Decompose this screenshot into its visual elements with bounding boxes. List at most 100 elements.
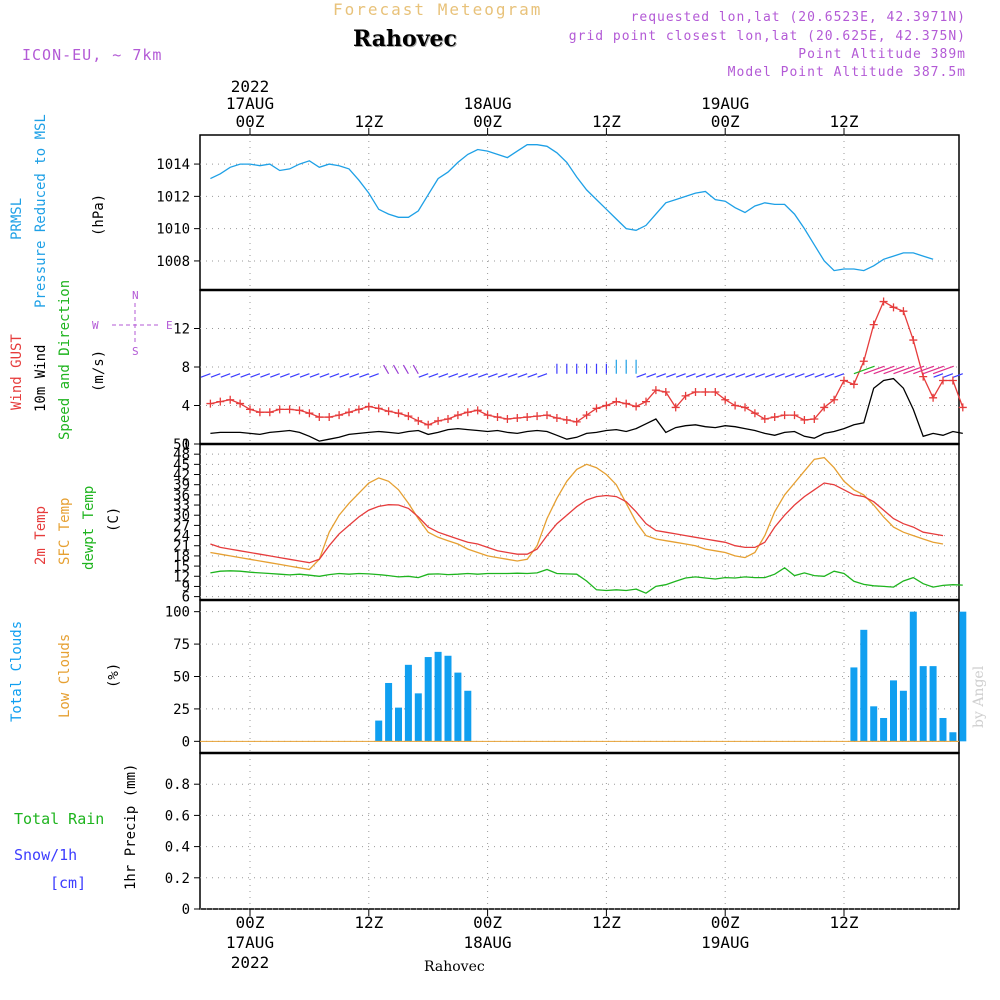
wind-gust-point bbox=[899, 307, 908, 316]
wind-direction-arrow bbox=[853, 365, 875, 375]
wind-direction-arrow bbox=[412, 364, 419, 375]
cloud-bar bbox=[929, 666, 937, 742]
wind-gust-point bbox=[335, 411, 344, 420]
wind-gust-point bbox=[473, 406, 482, 415]
wind-gust-point bbox=[424, 420, 433, 429]
wind-direction-arrow bbox=[349, 373, 360, 378]
wind-direction-arrow bbox=[765, 373, 775, 378]
wind-direction-arrow bbox=[289, 373, 300, 378]
model-point-altitude: Model Point Altitude 387.5m bbox=[727, 65, 966, 80]
sfc-temp-line bbox=[210, 456, 944, 571]
wind-direction-arrow bbox=[220, 373, 231, 378]
y-tick-label: 0 bbox=[182, 437, 190, 453]
wind-gust-point bbox=[642, 397, 650, 406]
model-label: ICON-EU, ~ 7km bbox=[22, 46, 163, 64]
y-tick-label: 9 bbox=[182, 579, 190, 595]
precip-snow-unit: [cm] bbox=[50, 874, 87, 892]
y-tick-label: 4 bbox=[182, 399, 190, 415]
wind-gust-point bbox=[255, 408, 264, 417]
wind-gust-point bbox=[305, 409, 314, 418]
y-tick-label: 1010 bbox=[156, 222, 190, 238]
y-tick-label: 39 bbox=[173, 478, 190, 494]
y-tick-label: 0.8 bbox=[165, 777, 190, 793]
bottom-time-label: 12Z bbox=[830, 913, 859, 932]
wind-gust-point bbox=[770, 413, 779, 422]
wind-gust-point bbox=[691, 388, 700, 397]
wind-gust-point bbox=[632, 402, 641, 411]
wind-direction-arrow bbox=[299, 373, 310, 378]
wind-gust-point bbox=[820, 403, 829, 412]
wind-gust-point bbox=[384, 407, 393, 416]
wind-direction-arrow bbox=[487, 373, 498, 378]
y-tick-label: 25 bbox=[173, 702, 190, 718]
wind-direction-arrow bbox=[913, 365, 935, 375]
wind-direction-arrow bbox=[784, 373, 795, 378]
pressure-line bbox=[210, 144, 934, 272]
wind-direction-arrow bbox=[666, 373, 676, 378]
wind-gust-point bbox=[374, 404, 383, 413]
wind-direction-arrow bbox=[200, 373, 211, 378]
dewpt-temp-line bbox=[210, 567, 963, 594]
cloud-bar bbox=[860, 629, 868, 742]
wind-direction-arrow bbox=[230, 373, 241, 378]
wind-direction-arrow bbox=[369, 373, 379, 378]
precip-snow-label: Snow/1h bbox=[14, 846, 78, 864]
wind-gust-point bbox=[810, 414, 819, 423]
wind-gust-point bbox=[790, 411, 799, 420]
y-tick-label: 33 bbox=[173, 498, 190, 514]
chart-title: Rahovec bbox=[353, 26, 457, 52]
panel-frame bbox=[199, 134, 960, 291]
panel-frame bbox=[199, 752, 960, 910]
cloud-bar bbox=[424, 657, 432, 742]
wind-direction-arrow bbox=[383, 364, 390, 375]
bottom-time-label: 00Z bbox=[236, 913, 265, 932]
wind-direction-arrow bbox=[392, 364, 400, 375]
wind-direction-arrow bbox=[705, 373, 716, 378]
chart-subtitle: Forecast Meteogram bbox=[333, 0, 543, 19]
wind-gust-point bbox=[958, 403, 967, 412]
wind-direction-arrow bbox=[814, 373, 825, 378]
wind-gust-point bbox=[513, 414, 522, 423]
cloud-bar bbox=[464, 690, 472, 742]
wind-gust-point bbox=[701, 388, 710, 397]
wind-gust-point bbox=[859, 357, 868, 366]
wind-gust-point bbox=[741, 403, 749, 412]
bottom-time-label: 19AUG bbox=[701, 933, 749, 952]
compass-s: S bbox=[132, 345, 139, 358]
y-tick-label: 30 bbox=[173, 508, 190, 524]
wind-gust-point bbox=[830, 395, 839, 404]
cloud-bar bbox=[899, 690, 907, 742]
top-time-label: 12Z bbox=[354, 112, 383, 131]
wind-gust-point bbox=[444, 414, 452, 423]
wind-gust-point bbox=[552, 414, 561, 423]
wind-gust-point bbox=[671, 403, 680, 412]
y-tick-label: 21 bbox=[173, 539, 190, 555]
y-tick-label: 0 bbox=[182, 902, 190, 918]
wind-gust-point bbox=[345, 408, 353, 417]
y-tick-label: 75 bbox=[173, 637, 190, 653]
wind-direction-arrow bbox=[903, 365, 925, 375]
wind-gust-point bbox=[661, 388, 670, 397]
wind-gust-point bbox=[909, 336, 918, 345]
wind-gust-point bbox=[562, 415, 571, 424]
wind-direction-arrow bbox=[537, 373, 548, 378]
cloud-bar bbox=[870, 706, 878, 742]
wind-gust-point bbox=[295, 406, 304, 415]
wind-direction-arrow bbox=[260, 373, 271, 378]
bottom-time-label: 17AUG bbox=[226, 933, 274, 952]
wind-gust-point bbox=[503, 414, 512, 423]
wind-gust-point bbox=[939, 376, 947, 385]
wind-gust-point bbox=[394, 409, 403, 418]
wind-direction-arrow bbox=[448, 373, 459, 378]
wind-direction-arrow bbox=[477, 373, 488, 378]
wind-gust-point bbox=[948, 376, 957, 385]
top-time-label: 17AUG bbox=[226, 94, 274, 113]
wind-gust-point bbox=[711, 388, 720, 397]
y-tick-label: 0.2 bbox=[165, 871, 190, 887]
cloud-bar bbox=[959, 611, 967, 742]
compass-e: E bbox=[166, 319, 173, 332]
y-tick-label: 0 bbox=[182, 734, 190, 750]
y-tick-label: 27 bbox=[173, 518, 190, 534]
y-tick-label: 0.6 bbox=[165, 808, 190, 824]
